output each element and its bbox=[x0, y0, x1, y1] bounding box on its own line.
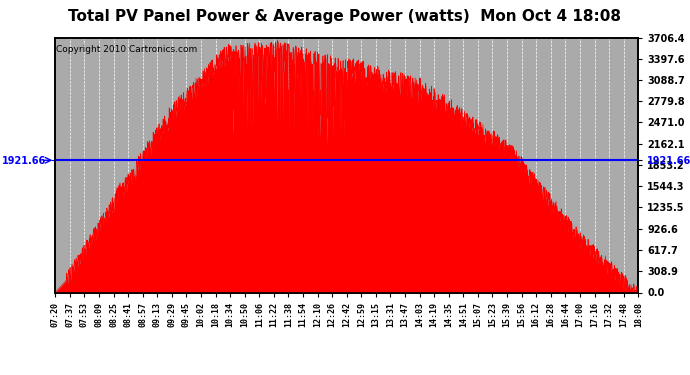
Text: Total PV Panel Power & Average Power (watts)  Mon Oct 4 18:08: Total PV Panel Power & Average Power (wa… bbox=[68, 9, 622, 24]
Text: Copyright 2010 Cartronics.com: Copyright 2010 Cartronics.com bbox=[57, 45, 197, 54]
